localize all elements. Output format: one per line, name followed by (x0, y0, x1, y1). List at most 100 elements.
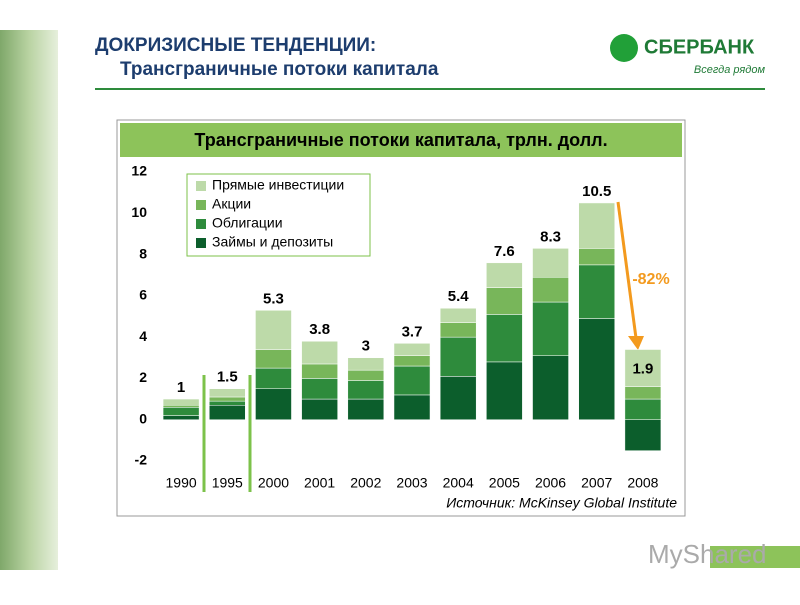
legend-swatch (196, 238, 206, 248)
bar-segment (439, 322, 477, 338)
legend-frame (186, 173, 371, 257)
bar-segment (301, 378, 338, 400)
total-label: 7.6 (494, 243, 515, 260)
legend-label: Облигации (212, 215, 283, 231)
annotation-arrow (616, 201, 638, 339)
bar-segment (393, 365, 431, 396)
logo-name: СБЕРБАНК (644, 36, 755, 58)
bar-segment (486, 287, 523, 315)
legend-label: Акции (212, 196, 251, 212)
bar-segment (578, 264, 615, 319)
chart-source: Источник: McKinsey Global Institute (446, 495, 677, 511)
total-label: 3.8 (309, 321, 330, 338)
legend-swatch (196, 200, 206, 210)
bar-segment (439, 376, 477, 420)
chart-title-band (120, 123, 682, 157)
x-tick-label: 2004 (443, 475, 474, 491)
total-label: 1 (177, 379, 185, 396)
bar-segment (486, 314, 523, 363)
total-label: 3 (362, 338, 370, 355)
bar-segment (532, 277, 569, 303)
footer-band (710, 546, 800, 568)
watermark: MyShared (648, 539, 767, 569)
x-tick-label: 2007 (581, 475, 612, 491)
bar-segment (439, 307, 477, 323)
total-label: 3.7 (402, 323, 423, 340)
total-label: 8.3 (540, 228, 561, 245)
y-tick-label: 10 (131, 204, 147, 220)
bar-segment (162, 407, 200, 416)
bar-segment (347, 380, 385, 400)
logo-icon (610, 34, 638, 62)
bar-segment (393, 355, 431, 367)
bar-segment (162, 398, 200, 406)
bar-segment (486, 361, 523, 420)
annotation-arrowhead (628, 336, 644, 350)
bar-segment (393, 394, 431, 420)
bar-segment (578, 202, 615, 249)
bar-segment (347, 369, 385, 381)
legend: Прямые инвестиции Акции Облигации Займы и д… (186, 173, 371, 257)
total-label: 10.5 (582, 183, 611, 200)
y-tick-label: 2 (139, 369, 147, 385)
bar-segment (624, 398, 662, 420)
bar-segment (209, 405, 246, 420)
bar-segment (532, 248, 569, 278)
x-tick-label: 2003 (396, 475, 427, 491)
bar-segment (255, 388, 292, 420)
x-tick-label: 2000 (258, 475, 289, 491)
bar-segment (301, 363, 338, 379)
x-tick-label: 2006 (535, 475, 566, 491)
x-tick-label: 2005 (489, 475, 520, 491)
bar-segment (486, 262, 523, 288)
bar-segment (209, 400, 246, 406)
slide-subtitle: Трансграничные потоки капитала (120, 59, 439, 80)
bar-segment (624, 349, 662, 387)
annotation: -82% (632, 271, 669, 288)
bar-segment (624, 419, 662, 451)
side-decoration (0, 30, 58, 570)
bar-segment (209, 388, 246, 398)
bar-segment (439, 336, 477, 377)
chart-title: Трансграничные потоки капитала, трлн. до… (194, 130, 607, 150)
total-label: 1.9 (632, 360, 653, 377)
bar-segment (532, 301, 569, 356)
y-tick-label: 6 (139, 287, 147, 303)
bar-segment (301, 341, 338, 365)
legend-label: Займы и депозиты (212, 234, 333, 250)
total-label: 5.4 (448, 288, 470, 305)
bar-segment (624, 386, 662, 400)
y-tick-label: 0 (139, 410, 147, 426)
bar-segment (393, 343, 431, 356)
bar-segment (347, 398, 385, 420)
x-tick-label: 2008 (627, 475, 658, 491)
logo-slogan: Всегда рядом (694, 64, 766, 76)
total-label: 5.3 (263, 290, 284, 307)
bar-segment (255, 310, 292, 350)
bar-segment (578, 248, 615, 266)
x-tick-label: 2002 (350, 475, 381, 491)
bar-segment (162, 415, 200, 420)
bar-segment (209, 396, 246, 402)
bar-segment (162, 405, 200, 408)
x-tick-label: 1990 (166, 475, 197, 491)
x-tick-label: 2001 (304, 475, 335, 491)
bar-segment (255, 349, 292, 369)
bar-segment (347, 357, 385, 371)
legend-swatch (196, 181, 206, 191)
bar-segment (532, 355, 569, 420)
legend-label: Прямые инвестиции (212, 177, 344, 193)
y-tick-label: -2 (135, 452, 148, 468)
total-label: 1.5 (217, 369, 238, 386)
slide-title: ДОКРИЗИСНЫЕ ТЕНДЕНЦИИ: (95, 35, 376, 56)
bar-segment (301, 398, 338, 420)
y-tick-label: 8 (139, 245, 147, 261)
bar-segment (255, 367, 292, 389)
y-tick-label: 4 (139, 328, 147, 344)
legend-swatch (196, 219, 206, 229)
x-tick-label: 1995 (212, 475, 243, 491)
y-tick-label: 12 (131, 163, 147, 179)
bar-segment (578, 318, 615, 420)
